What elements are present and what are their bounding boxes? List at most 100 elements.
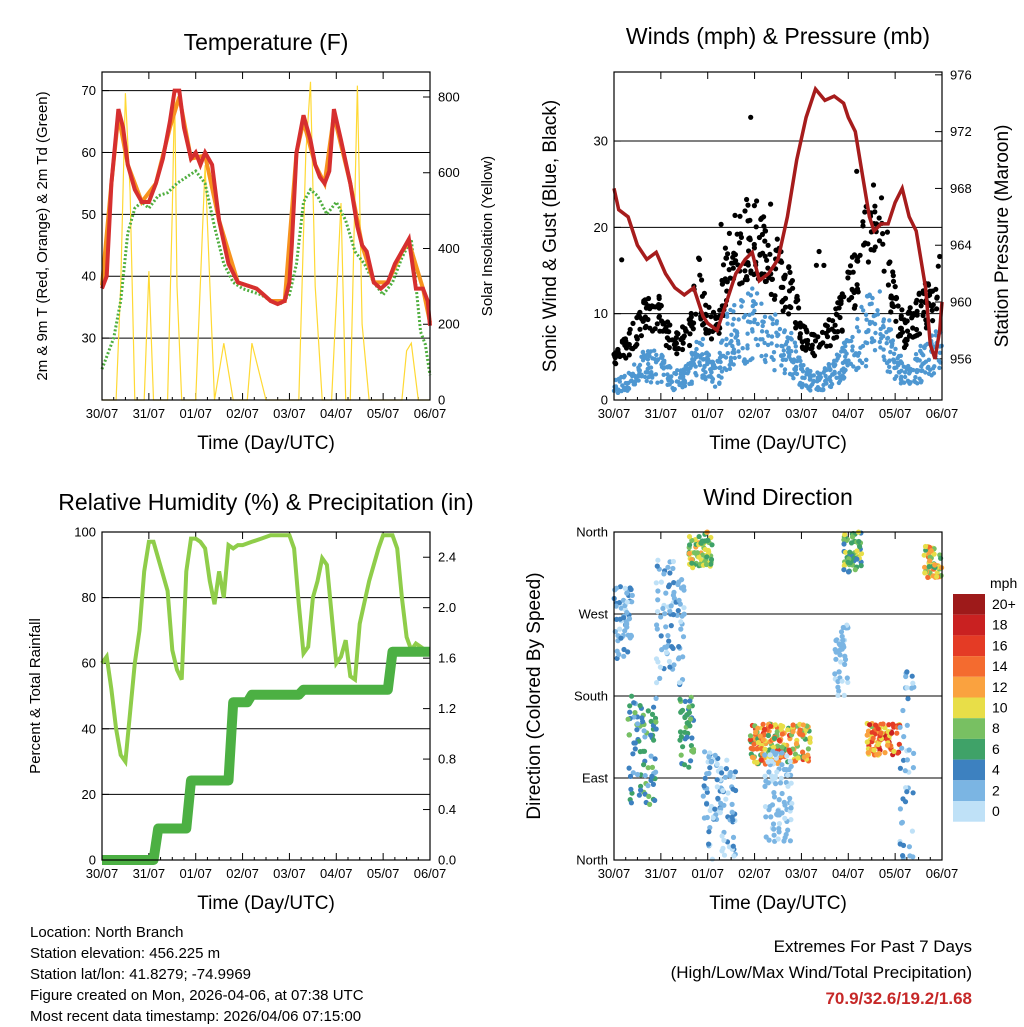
direction-point [781,766,787,773]
direction-point [641,762,647,768]
rh-ytick-label-0: 0 [89,853,96,868]
direction-point [671,662,677,668]
gust-point [737,213,743,219]
direction-point [668,623,674,629]
wind-point [827,384,833,389]
gust-point [690,326,696,332]
direction-point [719,848,725,854]
direction-point [706,549,712,555]
gust-point [811,332,818,338]
gust-point [742,276,749,283]
wind-point [898,353,903,358]
direction-point [838,629,845,635]
direction-point [896,741,902,747]
wind-point [758,337,763,342]
direction-point [842,656,849,663]
gust-point [830,318,836,324]
direction-point [773,750,779,756]
gust-point [761,223,767,229]
wind-point [822,368,827,373]
series-gust-points [611,114,943,367]
direction-point [771,790,777,796]
direction-point [616,600,623,606]
wind-point [877,289,882,294]
direction-point [922,543,929,550]
rh-xtick-label-7: 06/07 [414,866,447,881]
panel-humidity: Relative Humidity (%) & Precipitation (i… [27,489,474,914]
direction-point [772,722,778,728]
temp-xtick-label-4: 03/07 [273,406,306,421]
gust-point [708,314,714,320]
direction-point [626,616,633,622]
gust-point [739,280,745,286]
direction-point [629,790,635,796]
gust-point [626,352,632,358]
direction-point [696,534,702,540]
direction-point [871,747,877,753]
direction-point [627,773,634,780]
extremes-subtitle: (High/Low/Max Wind/Total Precipitation) [670,963,972,982]
gust-point [813,262,820,268]
gust-point [780,308,786,314]
direction-point [875,741,881,748]
gust-point [933,286,939,292]
direction-point [681,611,687,617]
wind-point [688,365,693,370]
gust-point [696,255,702,261]
rh-xtick-label-2: 01/07 [179,866,212,881]
gust-point [634,341,640,348]
wind-point [719,375,724,380]
chart-title-temperature: Temperature (F) [184,29,349,55]
wind-point [857,358,863,363]
gust-point [855,255,861,261]
direction-point [832,647,838,653]
wind-point [718,365,723,370]
gust-point [899,307,905,313]
direction-point [628,586,634,593]
wind-point [731,309,736,314]
wind-point [730,322,735,327]
direction-point [864,732,870,738]
wind-point [793,367,799,372]
wind-point [927,367,933,372]
direction-point [613,603,619,609]
wind-xtick-label-5: 04/07 [832,406,865,421]
gust-point [876,215,882,221]
wind-point [815,387,821,393]
gust-point [726,267,732,273]
direction-point [840,624,846,631]
gust-point [725,251,731,257]
wind-point [675,368,680,373]
wind-point [894,374,899,379]
temp-ytick-right-label-4: 800 [438,89,460,104]
legend-label-1: 18 [992,617,1008,633]
direction-point [790,729,796,735]
direction-point [642,734,648,740]
direction-point [897,806,904,812]
direction-point [657,675,663,682]
wind-point [725,351,730,356]
gust-point [675,331,681,337]
legend-swatch-16 [953,635,985,657]
direction-point [875,726,881,732]
direction-point [676,680,683,686]
gust-point [839,327,845,333]
gust-point [730,265,736,271]
legend-label-3: 14 [992,658,1008,674]
wind-point [869,301,874,306]
wind-point [724,336,729,342]
direction-point [708,556,715,563]
direction-point [911,684,917,690]
wind-point [885,336,890,341]
wind-point [817,372,822,377]
gust-point [928,288,935,294]
direction-point [857,543,863,550]
gust-point [615,347,621,353]
wind-point [652,357,658,362]
wind-point [881,347,886,352]
gust-point [901,344,908,351]
gust-point [724,279,730,285]
dir-ytick-label-0: North [576,853,608,868]
direction-point [841,567,847,573]
wind-point [878,345,883,350]
